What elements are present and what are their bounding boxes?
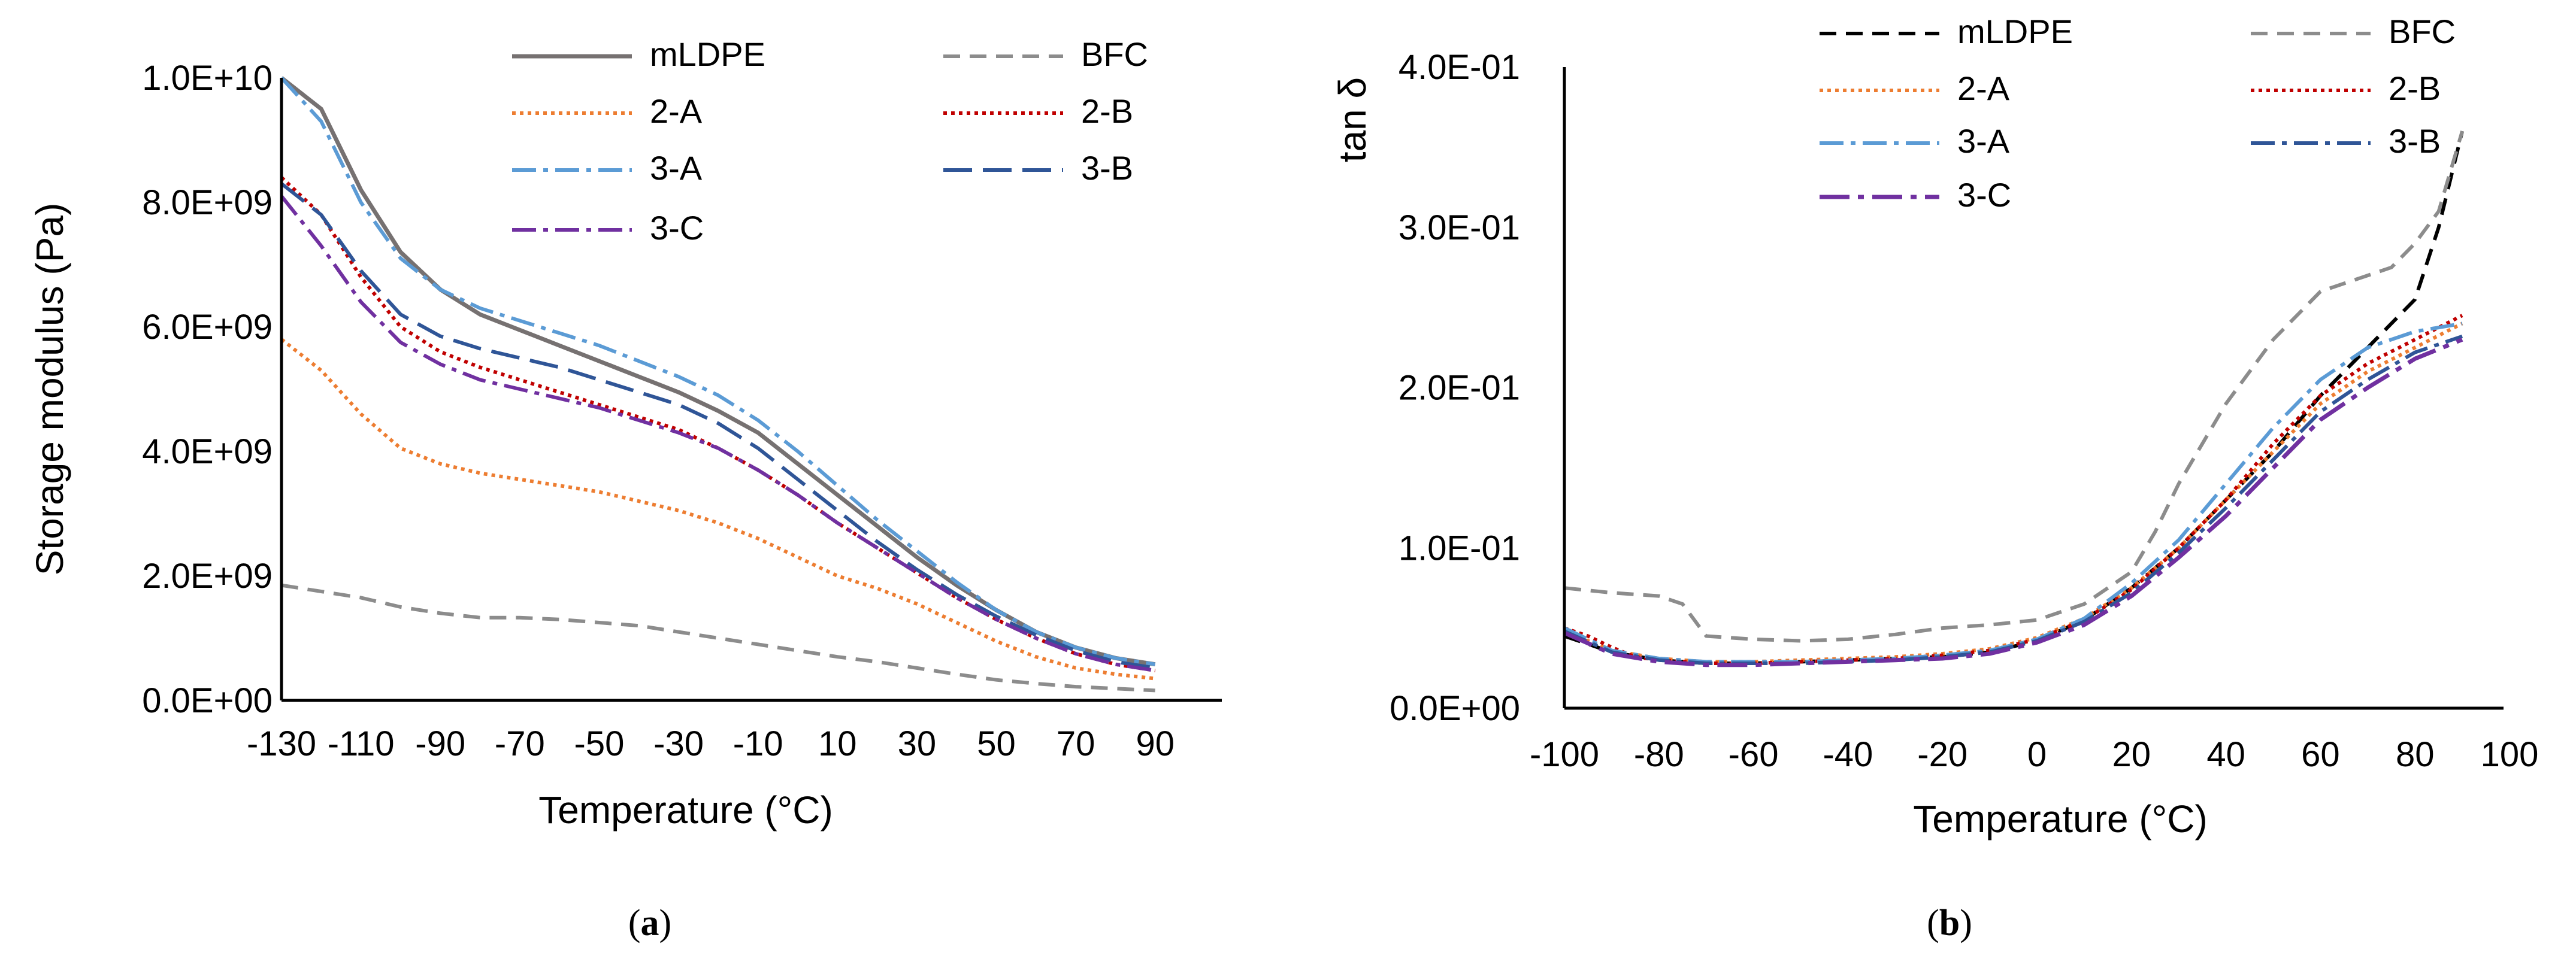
panel-b-x-tick-label: -20 — [1917, 735, 1967, 774]
panel-b-series-3-c — [1563, 337, 2463, 667]
panel-a-series-bfc — [281, 583, 1155, 693]
panel-b-legend-label-3-a: 3-A — [1957, 122, 2010, 160]
panel-b-y-tick-label: 1.0E-01 — [1399, 529, 1520, 568]
panel-a-legend-label-bfc: BFC — [1081, 35, 1148, 73]
panel-b-caption: (b) — [1927, 903, 1972, 943]
panel-b-legend-label-mldpe: mLDPE — [1957, 13, 2073, 50]
panel-b-legend-label-3-b: 3-B — [2389, 122, 2441, 160]
panel-b-y-tick-label: 4.0E-01 — [1399, 48, 1520, 87]
panel-a-x-tick-label: -90 — [415, 724, 465, 763]
panel-a-y-tick-label: 4.0E+09 — [142, 432, 273, 471]
panel-a-x-tick-label: 10 — [818, 724, 857, 763]
panel-b-x-tick-label: 40 — [2206, 735, 2245, 774]
panel-a-series-group — [280, 76, 1156, 693]
panel-b-y-axis-title: tan δ — [1331, 77, 1374, 162]
panel-a-x-tick-label: -110 — [328, 724, 395, 763]
panel-a-legend-label-3-b: 3-B — [1081, 149, 1133, 187]
panel-b-legend: mLDPE BFC 2-A 2-B 3-A 3-B 3-C — [1820, 13, 2456, 214]
panel-a-y-tick-label: 0.0E+00 — [142, 681, 273, 720]
panel-a-legend-label-2-b: 2-B — [1081, 92, 1133, 130]
panel-a-x-ticks: -130 -110 -90 -70 -50 -30 -10 10 30 50 70 90 — [247, 724, 1175, 763]
panel-a-y-tick-label: 6.0E+09 — [142, 308, 273, 347]
panel-a-x-tick-label: -10 — [733, 724, 783, 763]
panel-b-y-ticks: 0.0E+00 1.0E-01 2.0E-01 3.0E-01 4.0E-01 — [1390, 48, 1520, 728]
panel-a-legend-label-mldpe: mLDPE — [650, 35, 765, 73]
panel-b-series-3-b — [1563, 334, 2463, 665]
panel-b-x-tick-label: 100 — [2481, 735, 2539, 774]
panel-a-x-tick-label: -50 — [574, 724, 625, 763]
panel-b-series-bfc — [1564, 131, 2464, 643]
panel-a-y-tick-label: 8.0E+09 — [142, 183, 273, 222]
panel-b-legend-label-2-b: 2-B — [2389, 69, 2441, 107]
panel-b-x-tick-label: 0 — [2027, 735, 2047, 774]
panel-a-legend-label-2-a: 2-A — [650, 92, 703, 130]
panel-b-legend-label-3-c: 3-C — [1957, 176, 2011, 214]
panel-a-x-tick-label: -30 — [653, 724, 704, 763]
panel-b-caption-letter: b — [1939, 903, 1960, 943]
panel-b-series-3-a — [1563, 321, 2463, 664]
panel-a-y-tick-label: 2.0E+09 — [142, 557, 273, 596]
panel-a-x-axis-title: Temperature (°C) — [538, 788, 833, 832]
panel-a-x-tick-label: 70 — [1057, 724, 1095, 763]
panel-b-x-tick-label: -40 — [1823, 735, 1873, 774]
panel-b-tan-delta: 0.0E+00 1.0E-01 2.0E-01 3.0E-01 4.0E-01 -100… — [1331, 13, 2538, 943]
panel-a-legend-label-3-a: 3-A — [650, 149, 703, 187]
panel-b-x-tick-label: 80 — [2396, 735, 2435, 774]
panel-b-y-tick-label: 3.0E-01 — [1399, 208, 1520, 247]
panel-a-y-tick-label: 1.0E+10 — [142, 59, 273, 98]
panel-b-x-axis-title: Temperature (°C) — [1913, 797, 2208, 840]
panel-a-x-tick-label: -130 — [247, 724, 316, 763]
panel-a-legend: mLDPE BFC 2-A 2-B 3-A 3-B 3-C — [512, 35, 1148, 247]
panel-b-x-ticks: -100 -80 -60 -40 -20 0 20 40 60 80 100 — [1530, 735, 2538, 774]
panel-a-y-ticks: 0.0E+00 2.0E+09 4.0E+09 6.0E+09 8.0E+09 1.0E+… — [142, 59, 273, 720]
panel-b-x-tick-label: -60 — [1729, 735, 1779, 774]
panel-a-series-3-a — [280, 76, 1156, 666]
panel-b-x-tick-label: 20 — [2112, 735, 2151, 774]
panel-b-y-tick-label: 2.0E-01 — [1399, 369, 1520, 408]
panel-a-series-3-c — [280, 195, 1156, 673]
panel-a-x-tick-label: 90 — [1136, 724, 1175, 763]
panel-a-series-2-a — [280, 338, 1156, 681]
panel-a-y-axis-title: Storage modulus (Pa) — [28, 203, 71, 576]
panel-b-x-tick-label: -80 — [1634, 735, 1684, 774]
panel-a-caption: (a) — [628, 903, 671, 943]
panel-a-x-tick-label: 50 — [977, 724, 1016, 763]
panel-b-legend-label-2-a: 2-A — [1957, 69, 2010, 107]
panel-b-x-tick-label: -100 — [1530, 735, 1599, 774]
panel-b-y-tick-label: 0.0E+00 — [1390, 689, 1520, 728]
panel-b-legend-label-bfc: BFC — [2389, 13, 2456, 50]
panel-a-caption-letter: a — [641, 903, 659, 943]
panel-b-series-2-b — [1564, 314, 2463, 665]
panel-a-x-tick-label: 30 — [898, 724, 937, 763]
panel-a-series-mldpe — [280, 76, 1156, 667]
panel-b-series-2-a — [1563, 321, 2463, 664]
panel-b-x-tick-label: 60 — [2301, 735, 2340, 774]
panel-b-series-group — [1563, 131, 2465, 667]
panel-a-series-3-b — [280, 182, 1156, 670]
panel-a-legend-label-3-c: 3-C — [650, 209, 704, 247]
panel-a-x-tick-label: -70 — [495, 724, 545, 763]
panel-a-storage-modulus: 0.0E+00 2.0E+09 4.0E+09 6.0E+09 8.0E+09 1.0E+… — [28, 35, 1222, 943]
